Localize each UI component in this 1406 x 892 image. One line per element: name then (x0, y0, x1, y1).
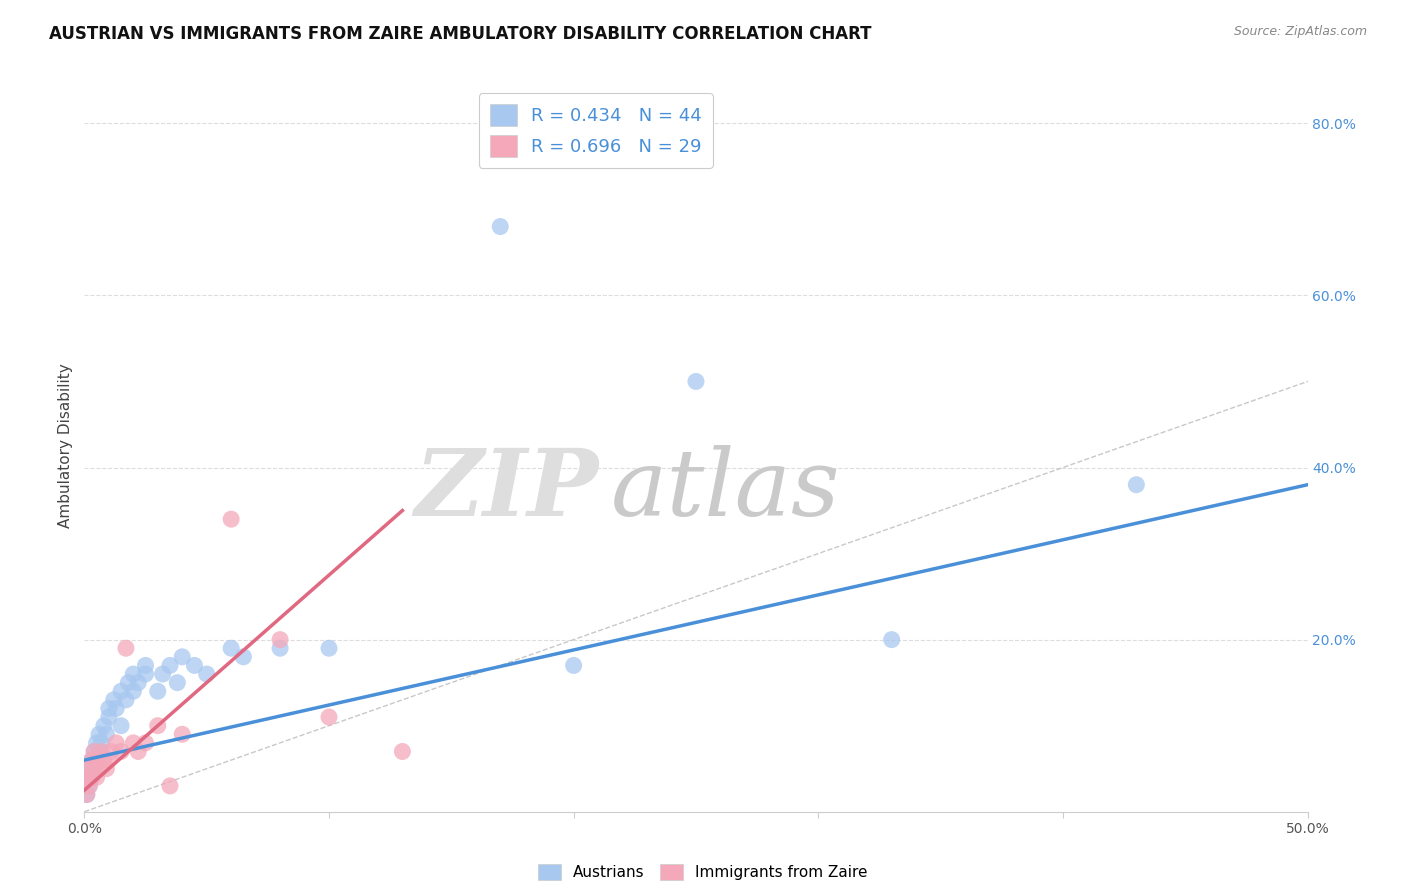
Point (122, 736, 145, 750)
Text: AUSTRIAN VS IMMIGRANTS FROM ZAIRE AMBULATORY DISABILITY CORRELATION CHART: AUSTRIAN VS IMMIGRANTS FROM ZAIRE AMBULA… (49, 25, 872, 43)
Point (269, 641, 291, 656)
Point (83, 762, 105, 776)
Point (77, 762, 100, 776)
Point (318, 710, 340, 724)
Point (97, 710, 120, 724)
Point (87, 762, 110, 776)
Point (76, 770, 98, 784)
Legend: Austrians, Immigrants from Zaire: Austrians, Immigrants from Zaire (538, 864, 868, 880)
Point (159, 779, 181, 793)
Point (172, 727, 194, 741)
Point (90, 744, 112, 758)
Point (96, 727, 118, 741)
Point (115, 641, 138, 656)
Text: ZIP: ZIP (413, 445, 598, 535)
Point (87, 744, 110, 758)
Point (80, 770, 103, 784)
Point (96, 762, 118, 776)
Point (219, 512, 242, 526)
Point (76, 788, 98, 802)
Point (172, 649, 194, 664)
Point (146, 684, 169, 698)
Point (80, 753, 103, 767)
Y-axis label: Ambulatory Disability: Ambulatory Disability (58, 364, 73, 528)
Point (97, 701, 120, 715)
Point (93, 719, 115, 733)
Point (122, 684, 145, 698)
Text: atlas: atlas (610, 445, 839, 535)
Point (115, 693, 138, 707)
Point (195, 667, 218, 681)
Point (77, 762, 100, 776)
Point (489, 219, 512, 234)
Point (110, 684, 132, 698)
Point (127, 744, 149, 758)
Point (183, 658, 205, 673)
Point (880, 632, 903, 647)
Point (685, 375, 707, 389)
Point (232, 649, 254, 664)
Point (110, 744, 132, 758)
Point (135, 667, 157, 681)
Point (152, 667, 174, 681)
Point (100, 744, 122, 758)
Point (76, 770, 98, 784)
Point (219, 641, 242, 656)
Text: Source: ZipAtlas.com: Source: ZipAtlas.com (1233, 25, 1367, 38)
Point (562, 658, 585, 673)
Point (76, 788, 98, 802)
Point (391, 744, 413, 758)
Point (77, 779, 100, 793)
Point (80, 753, 103, 767)
Point (86, 770, 108, 784)
Point (135, 658, 157, 673)
Point (83, 744, 105, 758)
Point (146, 719, 169, 733)
Point (117, 675, 139, 690)
Point (103, 693, 125, 707)
Point (110, 719, 132, 733)
Point (97, 753, 120, 767)
Point (166, 675, 188, 690)
Point (93, 753, 115, 767)
Point (105, 701, 128, 715)
Point (135, 736, 157, 750)
Point (80, 770, 103, 784)
Point (83, 762, 105, 776)
Point (86, 736, 108, 750)
Point (318, 641, 340, 656)
Point (105, 736, 128, 750)
Point (122, 667, 145, 681)
Point (83, 744, 105, 758)
Legend: R = 0.434   N = 44, R = 0.696   N = 29: R = 0.434 N = 44, R = 0.696 N = 29 (478, 93, 713, 168)
Point (127, 675, 149, 690)
Point (86, 753, 108, 767)
Point (86, 753, 108, 767)
Point (87, 727, 110, 741)
Point (77, 779, 100, 793)
Point (90, 736, 112, 750)
Point (159, 658, 181, 673)
Point (1125, 477, 1147, 491)
Point (269, 632, 291, 647)
